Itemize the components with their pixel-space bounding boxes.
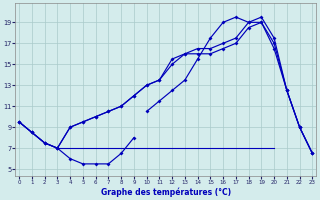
X-axis label: Graphe des températures (°C): Graphe des températures (°C) (101, 187, 231, 197)
